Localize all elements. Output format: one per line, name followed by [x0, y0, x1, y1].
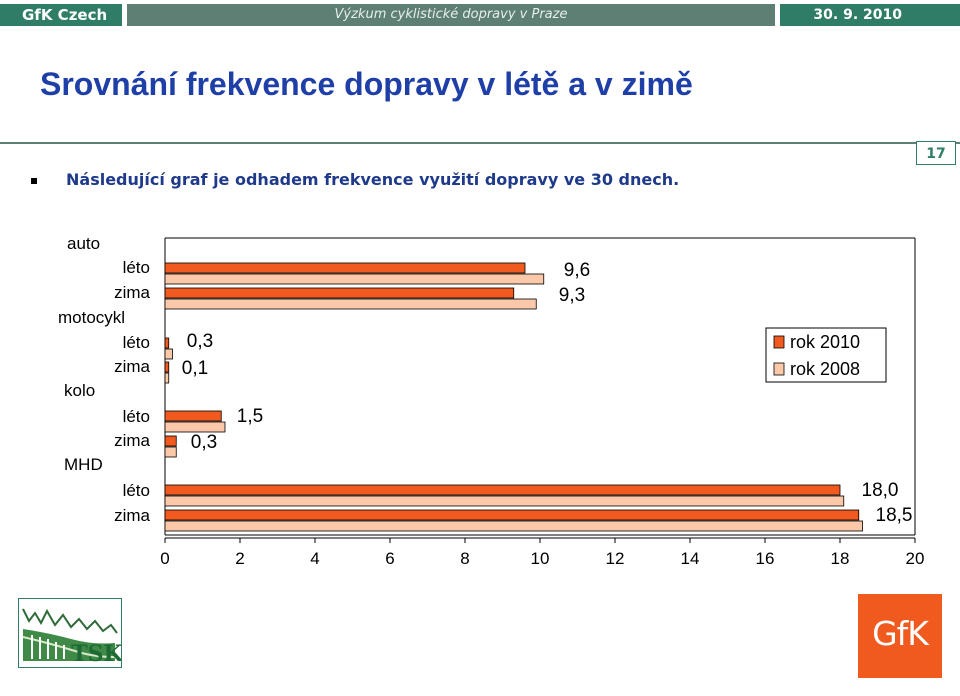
tsk-logo-text: TSK — [71, 641, 121, 667]
bar-2008 — [164, 348, 173, 360]
category-label: zima — [114, 506, 150, 525]
category-label: léto — [123, 407, 150, 426]
data-label: 0,1 — [182, 358, 208, 379]
bar-2008 — [164, 421, 226, 433]
title-divider — [0, 142, 960, 144]
data-label: 0,3 — [187, 331, 213, 352]
bar-2008 — [164, 495, 845, 507]
bar-2008 — [164, 446, 177, 458]
data-label: 9,3 — [559, 285, 585, 306]
bar-2010 — [164, 361, 170, 373]
bar-2010 — [164, 262, 526, 274]
data-label: 9,6 — [564, 260, 590, 281]
category-label: zima — [114, 431, 150, 450]
legend-box — [765, 327, 887, 383]
brand-label: GfK Czech — [0, 4, 122, 26]
x-tick-label: 6 — [385, 549, 394, 568]
page-number: 17 — [916, 141, 956, 165]
bar-2010 — [164, 484, 841, 496]
legend-swatch — [773, 335, 785, 349]
legend-label: rok 2010 — [790, 332, 860, 352]
frequency-chart: 0 2 4 6 8 10 12 14 16 18 20 auto motocykl kolo MHD léto… — [58, 234, 925, 568]
date-label: 30. 9. 2010 — [780, 4, 960, 26]
legend-swatch — [773, 362, 785, 376]
bar-2010 — [164, 337, 170, 349]
header-bar: GfK Czech Výzkum cyklistické dopravy v P… — [0, 0, 960, 27]
bullet-text: Následující graf je odhadem frekvence vy… — [66, 170, 680, 189]
x-tick-label: 0 — [160, 549, 169, 568]
bar-2010 — [164, 509, 860, 521]
x-tick-label: 10 — [531, 549, 550, 568]
category-label: zima — [114, 357, 150, 376]
data-label: 18,0 — [862, 480, 899, 501]
gfk-logo-text: GfK — [872, 614, 929, 653]
bar-2010 — [164, 410, 222, 422]
gfk-logo: GfK — [858, 594, 942, 678]
slide-title: Srovnání frekvence dopravy v létě a v zi… — [40, 66, 693, 102]
data-label: 18,5 — [876, 505, 913, 526]
category-label: léto — [123, 481, 150, 500]
group-label: motocykl — [58, 308, 125, 327]
bar-2008 — [164, 372, 170, 384]
x-tick-label: 16 — [756, 549, 775, 568]
category-label: léto — [123, 258, 150, 277]
x-tick-label: 2 — [235, 549, 244, 568]
group-label: MHD — [64, 455, 103, 474]
x-tick-label: 8 — [460, 549, 469, 568]
bar-2008 — [164, 298, 537, 310]
bar-2008 — [164, 520, 863, 532]
legend-label: rok 2008 — [790, 359, 860, 379]
x-tick-label: 12 — [606, 549, 625, 568]
tsk-logo-graphic: TSK — [22, 608, 124, 667]
tsk-logo: TSK — [18, 598, 124, 668]
project-title: Výzkum cyklistické dopravy v Praze — [127, 4, 775, 26]
bullet-icon — [31, 178, 37, 184]
bar-2010 — [164, 287, 515, 299]
category-label: léto — [123, 333, 150, 352]
category-label: zima — [114, 283, 150, 302]
group-label: auto — [67, 234, 100, 253]
data-label: 1,5 — [237, 406, 263, 427]
bar-2010 — [164, 435, 177, 447]
x-tick-label: 20 — [906, 549, 925, 568]
x-tick-label: 14 — [681, 549, 700, 568]
data-label: 0,3 — [191, 432, 217, 453]
group-label: kolo — [64, 381, 95, 400]
x-tick-label: 18 — [831, 549, 850, 568]
bar-2008 — [164, 273, 545, 285]
x-tick-label: 4 — [310, 549, 319, 568]
